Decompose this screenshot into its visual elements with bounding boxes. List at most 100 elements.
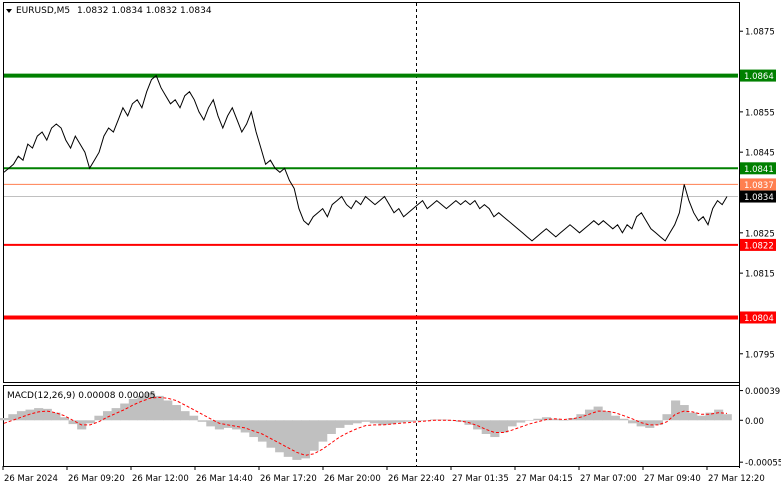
macd-histogram-bar bbox=[180, 411, 190, 421]
macd-histogram-bar bbox=[550, 418, 560, 421]
macd-histogram-bar bbox=[361, 420, 371, 422]
time-tick-label: 26 Mar 2024 bbox=[4, 474, 58, 484]
macd-histogram-bar bbox=[662, 414, 672, 421]
macd-histogram-bar bbox=[326, 420, 336, 434]
macd-histogram-bar bbox=[8, 414, 18, 421]
macd-histogram-bar bbox=[51, 412, 61, 421]
macd-histogram-bar bbox=[645, 420, 655, 428]
macd-histogram-bar bbox=[671, 400, 681, 421]
triangle-down-icon[interactable] bbox=[6, 9, 12, 13]
time-tick-label: 27 Mar 07:00 bbox=[580, 474, 637, 484]
macd-histogram-bar bbox=[688, 412, 698, 421]
macd-histogram-bar bbox=[473, 420, 483, 430]
macd-histogram-bar bbox=[559, 420, 569, 421]
macd-histogram-bar bbox=[705, 412, 715, 421]
macd-histogram-bar bbox=[447, 420, 457, 421]
time-tick-label: 27 Mar 01:35 bbox=[452, 474, 509, 484]
macd-histogram-bar bbox=[102, 411, 113, 421]
macd-indicator: 0.00039 0.00 -0.00055 bbox=[0, 387, 781, 469]
macd-histogram-bar bbox=[378, 420, 388, 425]
macd-signal-line bbox=[3, 396, 728, 456]
chart-header: EURUSD,M5 1.0832 1.0834 1.0832 1.0834 MA… bbox=[6, 6, 212, 401]
macd-histogram-bar bbox=[257, 420, 268, 442]
macd-histogram-bar bbox=[679, 405, 689, 421]
macd-tick-label: 0.00 bbox=[745, 417, 764, 427]
current-price-text: 1.0834 bbox=[744, 193, 774, 203]
time-tick-label: 26 Mar 12:00 bbox=[132, 474, 189, 484]
macd-histogram-bar bbox=[619, 418, 629, 421]
time-tick-label: 27 Mar 04:15 bbox=[516, 474, 573, 484]
macd-histogram-bar bbox=[34, 408, 44, 421]
macd-histogram-bar bbox=[292, 420, 302, 460]
macd-histogram-bar bbox=[533, 418, 543, 421]
macd-histogram-bar bbox=[541, 417, 552, 421]
price-line-layer bbox=[3, 74, 728, 242]
macd-histogram-bar bbox=[714, 409, 724, 421]
macd-histogram-bar bbox=[206, 420, 216, 427]
macd-histogram-bar bbox=[421, 420, 431, 421]
price-tick-label: 1.0815 bbox=[745, 270, 775, 280]
macd-histogram-bar bbox=[335, 420, 345, 428]
macd-histogram-bar bbox=[249, 420, 259, 438]
macd-histogram-bar bbox=[59, 417, 70, 421]
macd-histogram-bar bbox=[111, 408, 121, 421]
level-tag-1.0841 bbox=[740, 162, 776, 175]
macd-histogram-bar bbox=[387, 420, 397, 425]
macd-histogram-bar bbox=[266, 420, 276, 448]
macd-histogram-bar bbox=[602, 411, 612, 421]
macd-histogram-bar bbox=[516, 420, 526, 423]
macd-histogram-bar bbox=[232, 420, 242, 430]
price-pane-frame bbox=[3, 2, 740, 383]
macd-histogram-bar bbox=[25, 409, 35, 421]
macd-histogram-bar bbox=[636, 420, 646, 427]
macd-histogram-bar bbox=[16, 411, 27, 421]
macd-label: MACD(12,26,9) 0.00008 0.00005 bbox=[7, 391, 156, 401]
time-axis: 26 Mar 2024 26 Mar 09:20 26 Mar 12:00 26 Ma… bbox=[2, 466, 765, 484]
price-tick-label: 1.0855 bbox=[745, 108, 775, 118]
macd-histogram-bar bbox=[395, 420, 405, 423]
ohlc-values: 1.0832 1.0834 1.0832 1.0834 bbox=[77, 6, 212, 16]
macd-histogram-bar bbox=[404, 420, 414, 422]
macd-histogram-bar bbox=[154, 395, 164, 421]
macd-histogram-bar bbox=[120, 403, 130, 421]
macd-histogram-bar bbox=[214, 420, 224, 430]
macd-histogram-bar bbox=[610, 415, 620, 421]
time-tick-label: 26 Mar 17:20 bbox=[260, 474, 317, 484]
price-tick-label: 1.0845 bbox=[745, 149, 775, 159]
level-tag-1.0837 bbox=[740, 178, 776, 191]
macd-histogram-bar bbox=[524, 420, 534, 421]
level-tag-text: 1.0837 bbox=[744, 181, 774, 191]
level-tag-text: 1.0864 bbox=[744, 72, 774, 82]
macd-histogram-bar bbox=[653, 420, 663, 425]
macd-histogram-bar bbox=[498, 420, 509, 433]
macd-histogram-bar bbox=[275, 420, 285, 453]
level-tag-1.0822 bbox=[740, 238, 776, 251]
macd-histogram-bar bbox=[318, 420, 328, 442]
macd-histogram-bar bbox=[628, 420, 638, 424]
price-tick-label: 1.0825 bbox=[745, 229, 775, 239]
macd-histogram-bar bbox=[369, 420, 379, 424]
macd-histogram-bar bbox=[223, 420, 233, 428]
time-tick-label: 26 Mar 14:40 bbox=[196, 474, 253, 484]
macd-histogram-bar bbox=[163, 400, 173, 421]
price-axis: 1.0864 1.0841 1.0837 1.0822 1.0804 1.0875 1.08… bbox=[739, 28, 776, 360]
symbol-label: EURUSD,M5 bbox=[16, 6, 70, 16]
macd-histogram-bar bbox=[240, 420, 250, 433]
horizontal-levels bbox=[4, 73, 738, 320]
macd-histogram-bar bbox=[343, 420, 354, 425]
time-tick-label: 27 Mar 09:40 bbox=[644, 474, 701, 484]
macd-histogram-bar bbox=[0, 418, 9, 421]
current-price-tag bbox=[740, 190, 776, 203]
macd-tick-label: -0.00055 bbox=[745, 459, 781, 469]
macd-histogram-bar bbox=[584, 409, 595, 421]
macd-histogram-bar bbox=[309, 420, 319, 451]
macd-histogram-bar bbox=[171, 405, 181, 421]
macd-histogram-bar bbox=[567, 418, 577, 421]
macd-tick-label: 0.00039 bbox=[745, 387, 780, 397]
macd-histogram-bar bbox=[94, 415, 104, 421]
macd-histogram-bar bbox=[68, 420, 78, 425]
time-tick-label: 26 Mar 20:00 bbox=[324, 474, 381, 484]
macd-histogram-bar bbox=[490, 420, 500, 438]
